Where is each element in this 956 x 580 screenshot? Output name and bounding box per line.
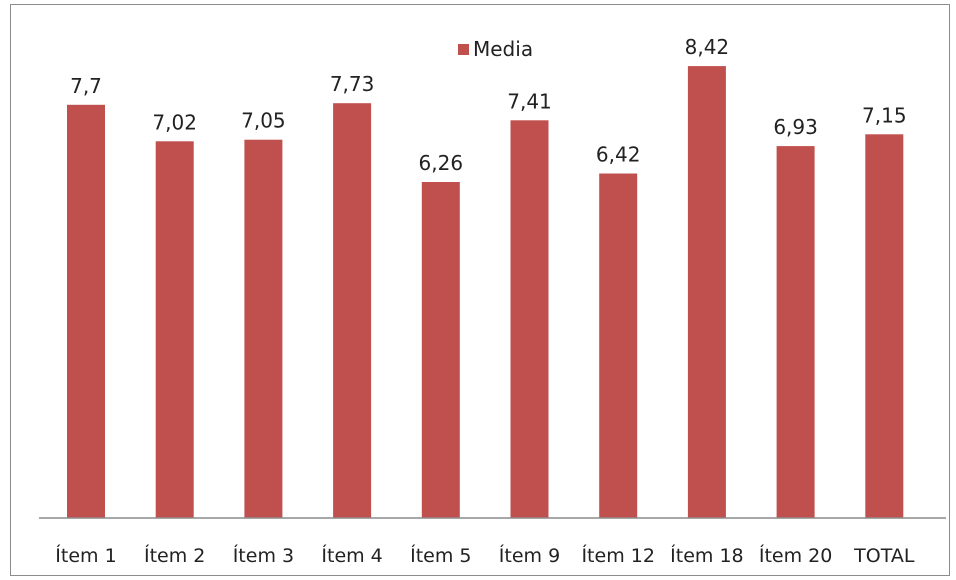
bar-10	[865, 134, 904, 519]
data-label-3: 7,05	[241, 109, 286, 133]
x-tick-label-7: Ítem 12	[581, 544, 654, 567]
x-tick-label-2: Ítem 2	[144, 544, 205, 567]
bar-9	[776, 146, 815, 518]
legend-label-media: Media	[473, 37, 533, 61]
x-tick-labels: Ítem 1 Ítem 2 Ítem 3 Ítem 4 Ítem 5 Ítem 9 Ítem…	[55, 544, 915, 567]
data-label-1: 7,7	[70, 74, 102, 98]
bar-7	[599, 173, 638, 518]
bar-chart: Media 7,7 7,02 7,05 7,73 6,26 7,41 6,42 8,42 6,9…	[39, 35, 946, 567]
data-label-9: 6,93	[773, 115, 818, 139]
bar-2	[155, 141, 194, 519]
data-label-2: 7,02	[152, 110, 197, 134]
chart-frame: Media 7,7 7,02 7,05 7,73 6,26 7,41 6,42 8,42 6,9…	[10, 4, 950, 576]
x-tick-label-5: Ítem 5	[410, 544, 471, 567]
data-label-10: 7,15	[862, 103, 907, 127]
bar-4	[333, 103, 372, 518]
data-labels-group: 7,7 7,02 7,05 7,73 6,26 7,41 6,42 8,42 6,93 7,15	[70, 35, 906, 175]
x-tick-label-10: TOTAL	[853, 545, 915, 567]
bar-1	[67, 104, 105, 519]
data-label-7: 6,42	[596, 143, 641, 167]
data-label-6: 7,41	[507, 89, 552, 113]
x-tick-label-6: Ítem 9	[499, 544, 560, 567]
x-tick-label-9: Ítem 20	[759, 544, 832, 567]
bar-6	[510, 120, 549, 519]
legend: Media	[458, 37, 533, 61]
x-tick-label-8: Ítem 18	[670, 544, 743, 567]
x-tick-label-1: Ítem 1	[55, 544, 116, 567]
bar-3	[244, 139, 283, 518]
x-tick-label-4: Ítem 4	[321, 544, 382, 567]
bars-group	[67, 66, 904, 519]
data-label-5: 6,26	[419, 151, 464, 175]
data-label-8: 8,42	[685, 35, 730, 59]
bar-8	[687, 66, 726, 518]
legend-swatch	[458, 44, 469, 55]
bar-5	[421, 182, 460, 518]
x-tick-label-3: Ítem 3	[233, 544, 294, 567]
data-label-4: 7,73	[330, 72, 375, 96]
